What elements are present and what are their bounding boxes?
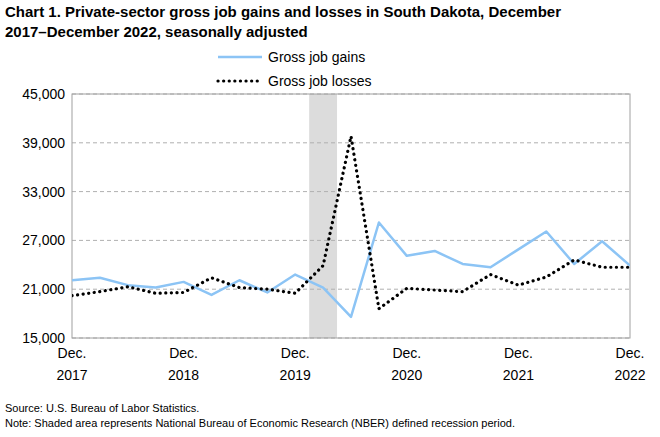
grid-line [72,240,630,241]
x-tick-label-line: Dec. [392,345,421,361]
x-tick-label: Dec. 2017 [56,345,87,383]
plot-frame [72,94,630,338]
x-tick-label: Dec. 2019 [280,345,311,383]
y-tick-label: 15,000 [22,330,65,346]
x-tick-label-line: Dec. [169,345,198,361]
x-tick-label-line: Dec. [504,345,533,361]
series-line [72,136,630,308]
plot-area [72,136,630,317]
annotation: Note: Shaded area represents National Bu… [5,417,515,429]
chart: Chart 1. Private-sector gross job gains … [0,0,660,437]
x-tick-label-line: 2018 [168,367,199,383]
y-tick-label: 27,000 [22,232,65,248]
legend-label: Gross job losses [268,73,371,89]
grid-line [72,191,630,192]
y-tick-label: 33,000 [22,184,65,200]
legend-swatch [218,79,262,82]
x-tick-label-line: 2021 [503,367,534,383]
x-tick-label-line: Dec. [616,345,645,361]
x-tick-label: Dec. 2020 [391,345,422,383]
legend-swatch [218,56,262,59]
y-tick-label: 39,000 [22,135,65,151]
x-tick-label-line: Dec. [281,345,310,361]
x-tick-label-line: Dec. [58,345,87,361]
y-tick-label: 45,000 [22,86,65,102]
x-tick-label-line: 2017 [56,367,87,383]
x-tick-label: Dec. 2022 [614,345,645,383]
grid-line [72,289,630,290]
x-tick-label-line: 2019 [280,367,311,383]
series-line [72,223,630,317]
x-tick-label-line: 2020 [391,367,422,383]
x-tick-label: Dec. 2018 [168,345,199,383]
title-line: 2017–December 2022, seasonally adjusted [5,23,308,40]
title: Chart 1. Private-sector gross job gains … [5,3,561,40]
annotation: Source: U.S. Bureau of Labor Statistics. [5,402,199,414]
title-line: Chart 1. Private-sector gross job gains … [5,3,561,20]
legend-label: Gross job gains [268,49,365,65]
y-tick-label: 21,000 [22,281,65,297]
x-tick-label-line: 2022 [614,367,645,383]
x-tick-label: Dec. 2021 [503,345,534,383]
